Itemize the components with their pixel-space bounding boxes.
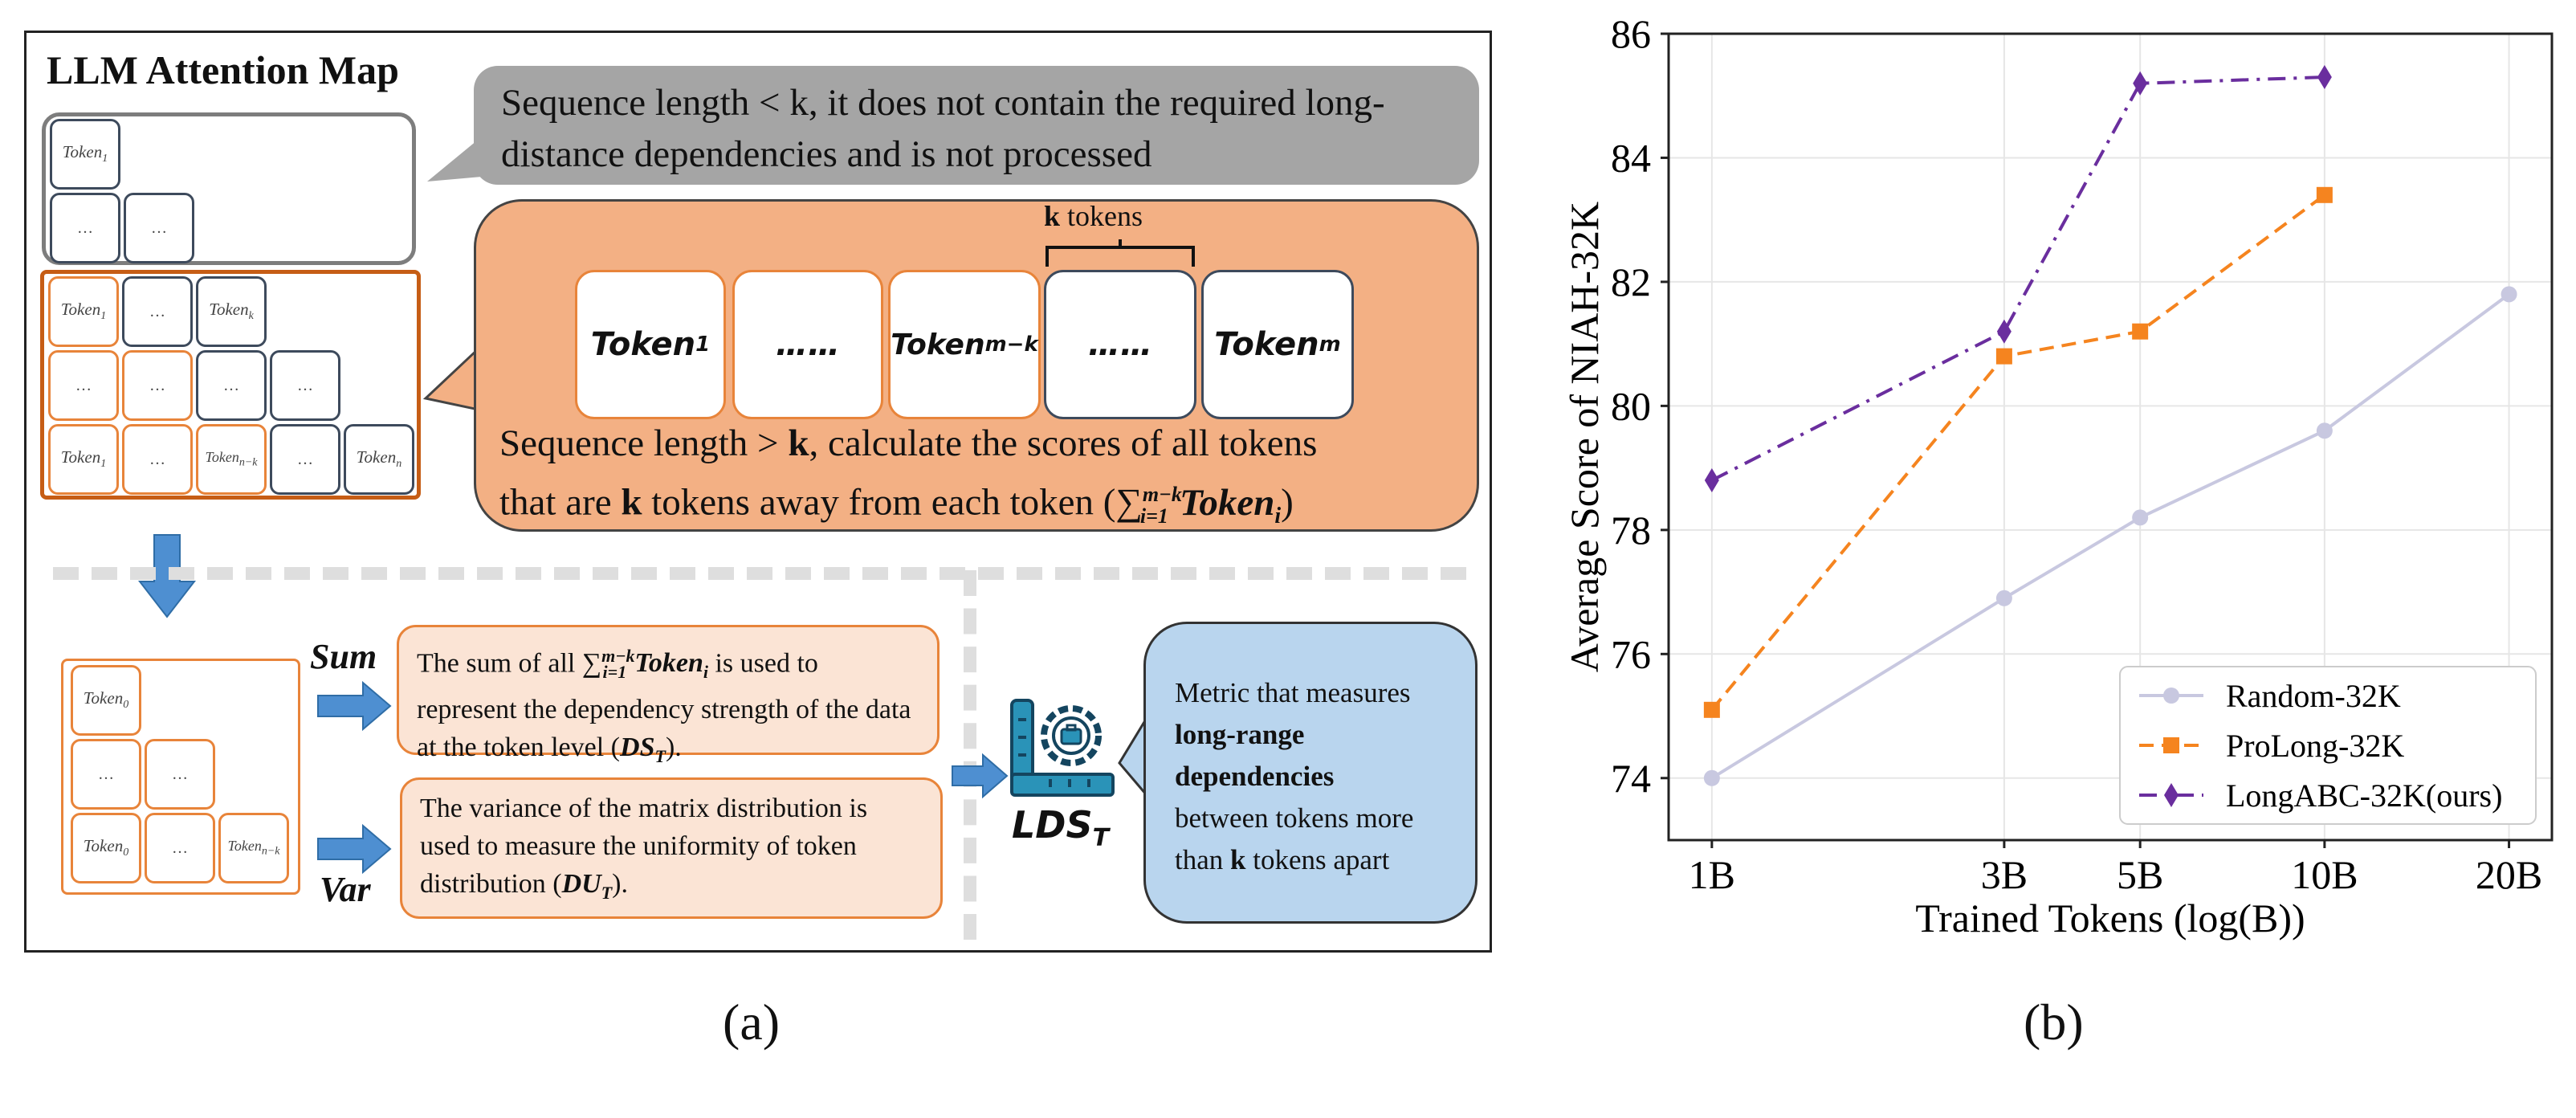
legend-box [2119, 666, 2537, 825]
sum-label: Sum [310, 637, 377, 676]
matrix-cell: Token1 [48, 276, 119, 347]
vertical-divider [964, 570, 976, 940]
metric-gear-ruler-icon [1010, 699, 1115, 797]
data-point-square [2316, 186, 2333, 203]
series-line-square [1710, 194, 2326, 712]
sum-arrow [317, 680, 392, 732]
matrix-cell: Tokenn−k [196, 424, 267, 495]
sum-description: The sum of all ∑m−ki=1 Tokeni is used to … [397, 625, 940, 766]
x-tick-label: 10B [2291, 852, 2358, 897]
matrix-cell: Tokenn [344, 424, 414, 495]
sequence-token-m: Token m [1201, 270, 1354, 419]
legend-label: Random-32K [2226, 678, 2401, 714]
y-axis-label: Average Score of NIAH-32K [1562, 202, 1607, 672]
y-tick-label: 80 [1611, 383, 1651, 428]
data-point-diamond [2133, 71, 2148, 96]
matrix-cell: Token1 [48, 424, 119, 495]
merge-arrow [952, 753, 1009, 799]
y-tick-label: 84 [1611, 135, 1651, 180]
lds-label: LDST [1012, 803, 1110, 853]
panel-a-frame [24, 31, 1492, 953]
matrix-cell: … [122, 350, 193, 421]
data-point-diamond [2317, 65, 2332, 90]
sequence-token-dots-k: …… [1044, 270, 1196, 419]
matrix-cell: … [196, 350, 267, 421]
data-point-square [1995, 348, 2012, 365]
x-tick-label: 20B [2476, 852, 2542, 897]
matrix-cell: Token0 [71, 665, 141, 736]
panel-a-title: LLM Attention Map [47, 47, 399, 92]
y-tick-label: 78 [1611, 508, 1651, 553]
x-tick-label: 3B [1981, 852, 2028, 897]
legend-marker [2163, 737, 2179, 753]
data-point-diamond [1704, 468, 1719, 493]
horizontal-divider [53, 567, 1466, 580]
matrix-cell: … [145, 813, 215, 883]
matrix-cell: … [124, 193, 194, 263]
lds-description: Metric that measures long-range dependen… [1143, 622, 1478, 924]
caption-a: (a) [723, 994, 781, 1051]
short-sequence-note: Sequence length < k, it does not contain… [474, 66, 1479, 185]
matrix-cell: Tokenn−k [218, 813, 289, 883]
series-line-diamond [1710, 75, 2325, 482]
k-tokens-bracket [1045, 239, 1195, 267]
matrix-cell: … [122, 276, 193, 347]
x-axis-label: Trained Tokens (log(B)) [1915, 896, 2305, 941]
data-point-circle [2501, 286, 2517, 303]
matrix-cell: … [270, 424, 340, 495]
data-point-square [1703, 701, 1720, 718]
data-point-circle [1995, 590, 2012, 606]
data-point-circle [1703, 769, 1720, 786]
var-label: Var [320, 870, 371, 909]
data-point-diamond [1996, 319, 2011, 344]
y-tick-label: 74 [1611, 756, 1651, 801]
data-point-circle [2316, 422, 2333, 439]
matrix-cell: … [145, 739, 215, 810]
sequence-token-dots: …… [732, 270, 883, 419]
sequence-token-1: Token 1 [575, 270, 726, 419]
matrix-cell: Token1 [50, 119, 120, 190]
long-sequence-text: Sequence length > k, calculate the score… [499, 422, 1318, 529]
caption-b: (b) [2024, 994, 2084, 1051]
gray-callout-tail [427, 137, 482, 182]
legend-label: ProLong-32K [2226, 728, 2404, 764]
y-tick-label: 82 [1611, 259, 1651, 304]
legend-label: LongABC-32K(ours) [2226, 777, 2502, 814]
legend-marker [2164, 783, 2179, 807]
x-tick-label: 1B [1689, 852, 1735, 897]
matrix-cell: … [122, 424, 193, 495]
var-arrow [317, 823, 392, 875]
matrix-cell: Token0 [71, 813, 141, 883]
matrix-cell: … [48, 350, 119, 421]
matrix-cell: Tokenk [196, 276, 267, 347]
matrix-cell: … [50, 193, 120, 263]
y-tick-label: 86 [1611, 11, 1651, 56]
legend-marker [2163, 688, 2179, 704]
plot-area [1667, 32, 2554, 842]
x-tick-label: 5B [2117, 852, 2163, 897]
k-tokens-label: k tokens [1044, 200, 1143, 232]
matrix-cell: … [270, 350, 340, 421]
data-point-circle [2132, 509, 2149, 526]
var-description: The variance of the matrix distribution … [400, 777, 943, 919]
sequence-token-m-k: Token m−k [888, 270, 1041, 419]
data-point-square [2132, 323, 2149, 340]
matrix-cell: … [71, 739, 141, 810]
y-tick-label: 76 [1611, 631, 1651, 676]
